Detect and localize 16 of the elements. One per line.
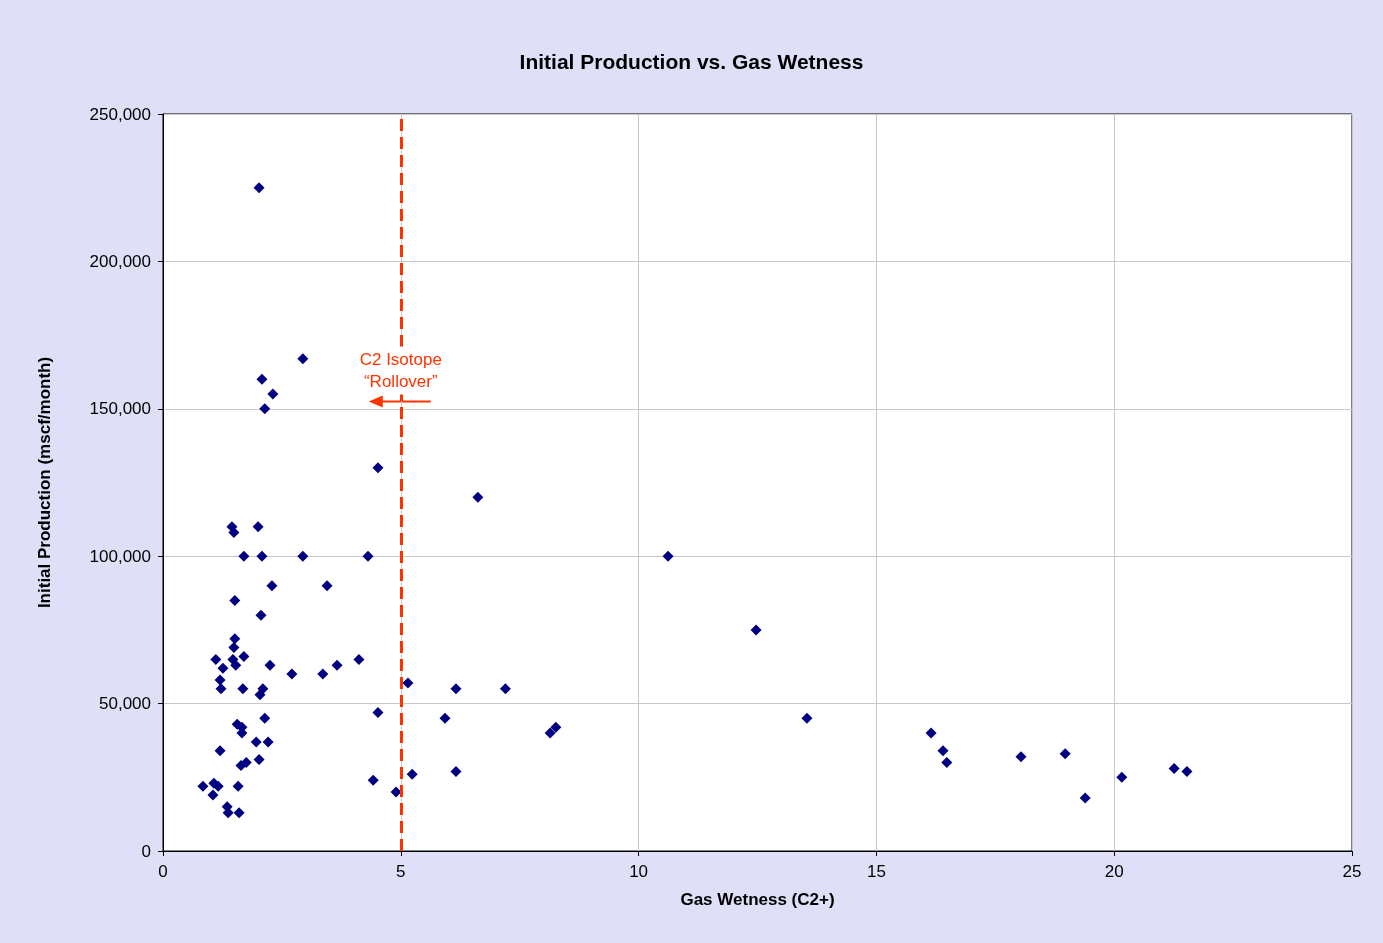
y-tick-label: 100,000 [89, 546, 151, 566]
y-tick-label: 0 [141, 841, 151, 861]
y-axis-title: Initial Production (mscf/month) [35, 356, 54, 609]
x-tick-label: 10 [629, 862, 649, 881]
y-tick-label: 250,000 [89, 104, 151, 124]
x-tick-label: 5 [396, 862, 406, 881]
y-tick-label: 200,000 [89, 251, 151, 271]
chart-title: Initial Production vs. Gas Wetness [519, 50, 864, 73]
x-axis-title: Gas Wetness (C2+) [680, 890, 835, 909]
annotation: C2 Isotope “Rollover” [359, 349, 442, 391]
x-tick-label: 25 [1342, 862, 1362, 881]
y-tick-label: 150,000 [89, 399, 151, 419]
x-tick-label: 0 [158, 862, 168, 881]
x-tick-label: 20 [1104, 862, 1124, 881]
y-tick-label: 50,000 [99, 694, 151, 714]
x-tick-label: 15 [866, 862, 886, 881]
